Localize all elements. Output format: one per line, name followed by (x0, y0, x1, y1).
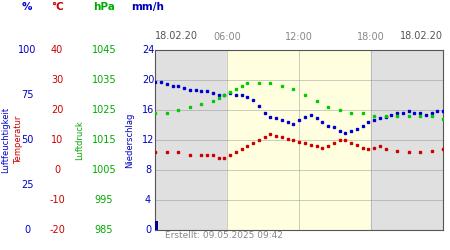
Text: Niederschlag: Niederschlag (126, 112, 135, 168)
Text: 18.02.20: 18.02.20 (155, 31, 198, 41)
Text: 40: 40 (51, 45, 63, 55)
Text: 20: 20 (51, 105, 63, 115)
Text: 10: 10 (51, 135, 63, 145)
Text: 4: 4 (145, 195, 151, 205)
Text: 100: 100 (18, 45, 36, 55)
Text: mm/h: mm/h (131, 2, 164, 12)
Text: Luftdruck: Luftdruck (76, 120, 85, 160)
Bar (227, 50, 371, 230)
Text: 1025: 1025 (92, 105, 117, 115)
Text: Erstellt: 09.05.2025 09:42: Erstellt: 09.05.2025 09:42 (165, 231, 283, 240)
Bar (371, 50, 443, 230)
Text: 1045: 1045 (92, 45, 116, 55)
Text: 985: 985 (95, 225, 113, 235)
Text: 75: 75 (21, 90, 33, 100)
Text: 12:00: 12:00 (285, 32, 313, 42)
Text: 25: 25 (21, 180, 33, 190)
Text: 8: 8 (145, 165, 151, 175)
Text: 18:00: 18:00 (357, 32, 385, 42)
Text: Luftfeuchtigkeit: Luftfeuchtigkeit (1, 107, 10, 173)
Text: 1015: 1015 (92, 135, 116, 145)
Text: -10: -10 (49, 195, 65, 205)
Text: 20: 20 (142, 75, 154, 85)
Text: 0: 0 (54, 165, 60, 175)
Text: 16: 16 (142, 105, 154, 115)
Text: 1005: 1005 (92, 165, 116, 175)
Text: 12: 12 (142, 135, 154, 145)
Text: 06:00: 06:00 (213, 32, 241, 42)
Text: 30: 30 (51, 75, 63, 85)
Bar (155, 50, 227, 230)
Bar (155, 221, 158, 230)
Text: 0: 0 (24, 225, 30, 235)
Text: 18.02.20: 18.02.20 (400, 31, 443, 41)
Text: 1035: 1035 (92, 75, 116, 85)
Text: 0: 0 (145, 225, 151, 235)
Text: 50: 50 (21, 135, 33, 145)
Text: 995: 995 (95, 195, 113, 205)
Text: Temperatur: Temperatur (14, 116, 23, 164)
Text: %: % (22, 2, 32, 12)
Text: hPa: hPa (93, 2, 115, 12)
Text: -20: -20 (49, 225, 65, 235)
Text: 24: 24 (142, 45, 154, 55)
Text: °C: °C (50, 2, 63, 12)
